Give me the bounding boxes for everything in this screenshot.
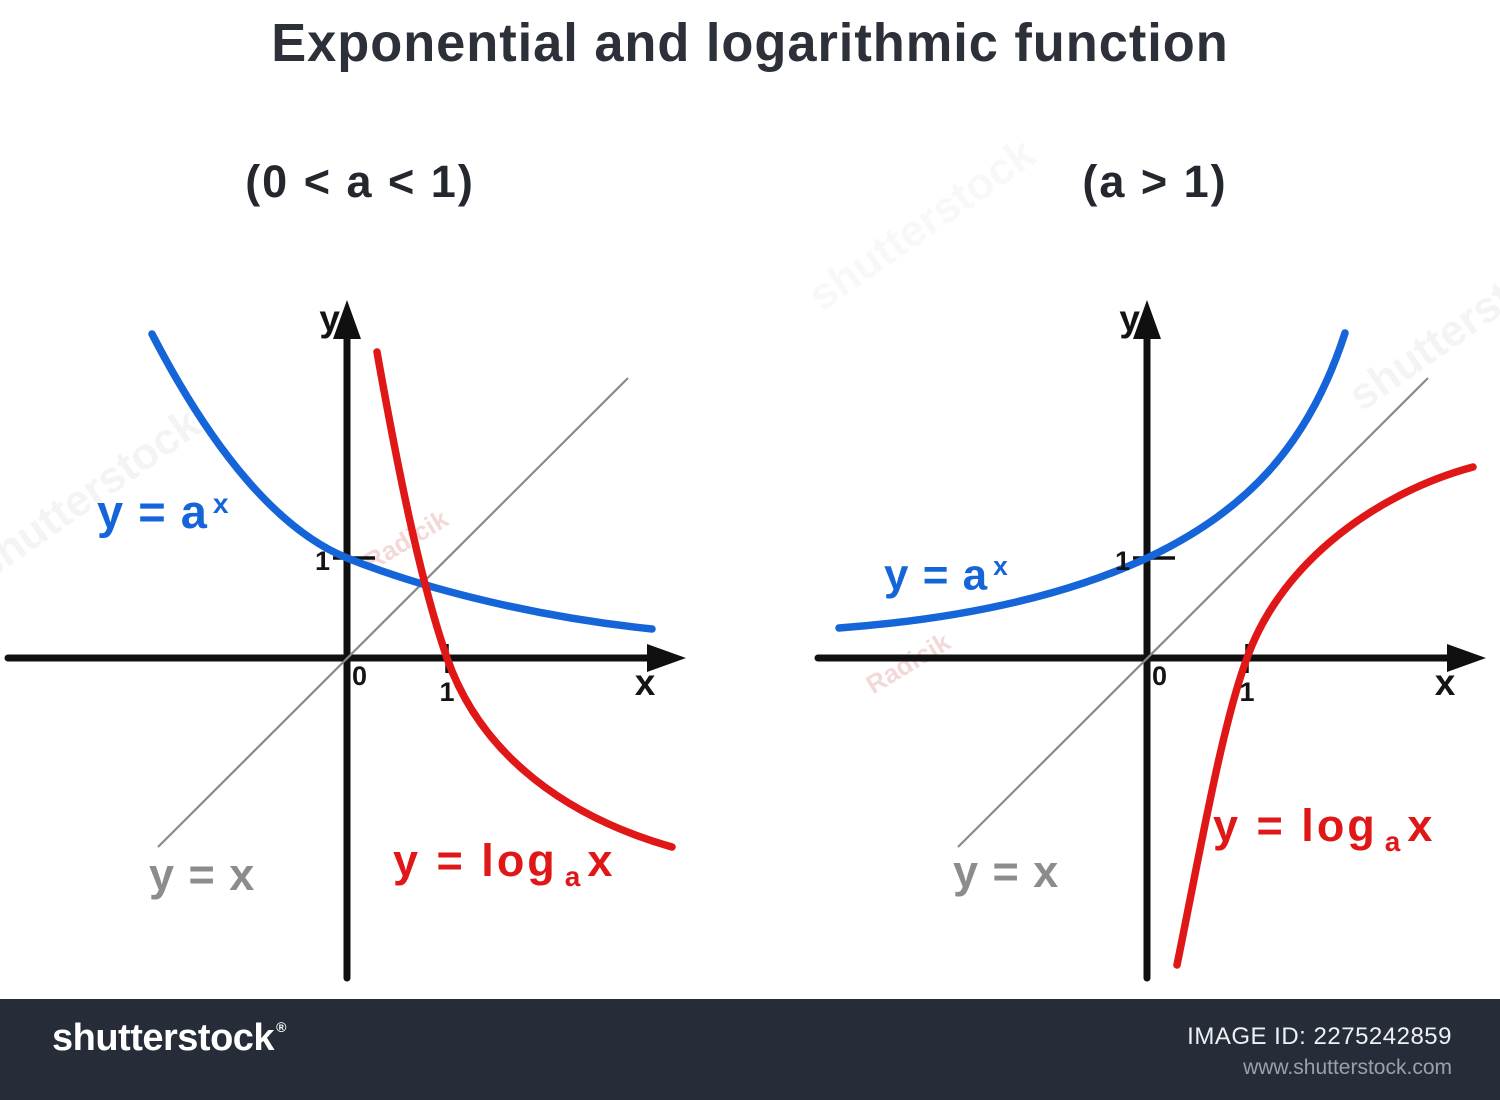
right-x-axis-label: x	[1434, 662, 1456, 703]
right-log-label-base: y = log	[1213, 800, 1378, 851]
left-log-label-subscript: a	[564, 860, 584, 892]
right-log-function-label: y = log ax	[1213, 803, 1435, 856]
right-condition-label: (a > 1)	[1082, 156, 1228, 207]
registered-mark: ®	[276, 1019, 286, 1035]
left-x-axis-label: x	[634, 662, 656, 703]
website-text: www.shutterstock.com	[1243, 1056, 1452, 1079]
right-log-label-arg: x	[1407, 800, 1436, 851]
left-origin-label: 0	[352, 661, 368, 691]
right-identity-function-label: y = x	[953, 846, 1060, 897]
right-log-label-subscript: a	[1384, 825, 1404, 857]
right-exp-label-exponent: x	[993, 551, 1009, 581]
right-x-axis-arrowhead-icon	[1447, 644, 1486, 672]
left-x-axis-arrowhead-icon	[647, 644, 686, 672]
image-id-text: IMAGE ID: 2275242859	[1187, 1023, 1452, 1050]
left-y-axis-arrowhead-icon	[333, 300, 361, 339]
left-identity-function-label: y = x	[149, 849, 256, 900]
right-y-axis-arrowhead-icon	[1133, 300, 1161, 339]
left-x-tick-label: 1	[439, 677, 455, 707]
left-exp-label-base: y = a	[97, 485, 208, 538]
right-exp-label-base: y = a	[884, 550, 989, 600]
right-exp-curve	[835, 329, 1349, 632]
left-log-label-arg: x	[587, 835, 616, 886]
left-exp-curve	[148, 330, 656, 633]
right-identity-line	[957, 377, 1429, 848]
left-y-axis-label: y	[319, 298, 340, 339]
right-origin-label: 0	[1152, 661, 1168, 691]
right-y-tick-label: 1	[1114, 546, 1130, 576]
shutterstock-logo-text: shutterstock	[52, 1017, 275, 1059]
shutterstock-logo: shutterstock ®	[52, 1017, 286, 1060]
left-condition-label: (0 < a < 1)	[245, 156, 475, 207]
right-y-axis-label: y	[1119, 298, 1140, 339]
left-exp-label-exponent: x	[212, 486, 230, 519]
left-log-curve	[373, 348, 676, 851]
footer-bar: shutterstock ® IMAGE ID: 2275242859 www.s…	[0, 999, 1500, 1100]
page-title: Exponential and logarithmic function	[271, 13, 1229, 73]
right-x-tick-label: 1	[1239, 677, 1255, 707]
right-log-curve	[1173, 463, 1477, 969]
left-identity-line	[157, 377, 629, 848]
left-log-function-label: y = log ax	[393, 838, 615, 891]
left-log-label-base: y = log	[393, 835, 558, 886]
left-y-tick-label: 1	[314, 546, 330, 576]
